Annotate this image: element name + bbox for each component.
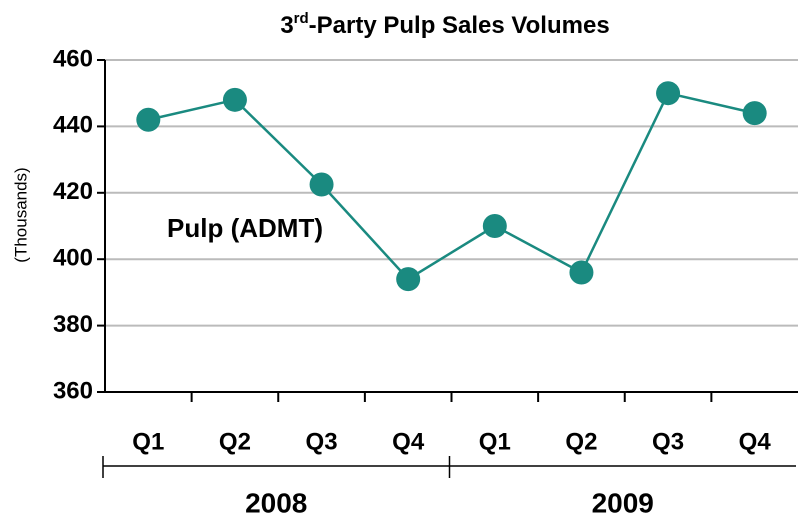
- title-part: 3: [280, 12, 293, 39]
- chart-title: 3rd-Party Pulp Sales Volumes: [280, 10, 609, 39]
- group-label: 2009: [592, 487, 654, 518]
- series-label: Pulp (ADMT): [167, 213, 323, 243]
- marker: [309, 172, 334, 197]
- y-axis-label: (Thousands): [11, 167, 30, 262]
- marker: [396, 267, 421, 292]
- y-tick-label: 360: [53, 377, 93, 404]
- line: [148, 91, 755, 281]
- marker: [482, 214, 507, 238]
- x-tick-label: Q1: [132, 428, 164, 455]
- group-label: 2008: [245, 487, 307, 518]
- y-tick-label: 400: [53, 245, 93, 272]
- y-tick-label: 420: [53, 178, 93, 205]
- x-tick-label: Q3: [306, 428, 338, 455]
- y-tick-label: 440: [53, 112, 93, 139]
- x-tick-label: Q2: [565, 428, 597, 455]
- x-tick-label: Q4: [392, 428, 425, 455]
- x-tick-label: Q3: [652, 428, 684, 455]
- y-tick-label: 380: [53, 311, 93, 338]
- y-tick-label: 460: [53, 45, 93, 72]
- marker: [569, 260, 594, 285]
- title-part: -Party Pulp Sales Volumes: [309, 12, 610, 39]
- marker: [222, 87, 247, 112]
- x-tick-label: Q1: [479, 428, 511, 455]
- x-tick-label: Q2: [219, 428, 251, 455]
- marker: [656, 81, 681, 106]
- title-sup: rd: [294, 10, 309, 27]
- marker: [136, 107, 161, 132]
- x-tick-label: Q4: [739, 428, 772, 455]
- marker: [742, 101, 767, 126]
